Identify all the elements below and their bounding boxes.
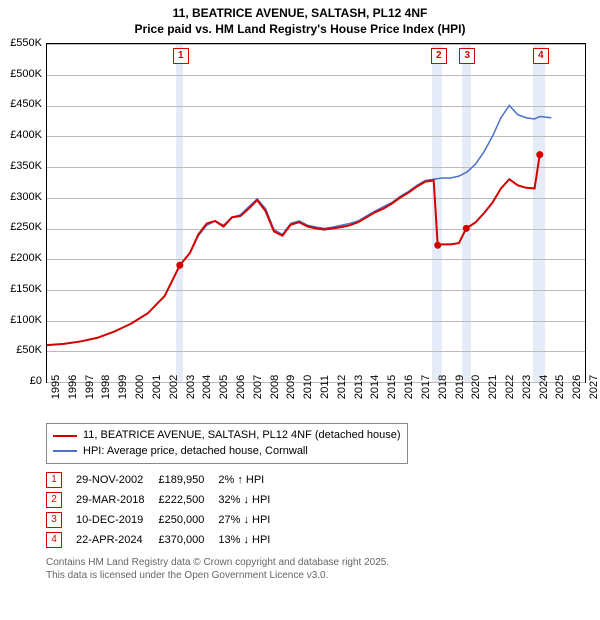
title-line2: Price paid vs. HM Land Registry's House … (0, 22, 600, 38)
legend-item: 11, BEATRICE AVENUE, SALTASH, PL12 4NF (… (53, 428, 401, 443)
events-table: 129-NOV-2002£189,9502% ↑ HPI229-MAR-2018… (46, 470, 284, 550)
event-row: 422-APR-2024£370,00013% ↓ HPI (46, 530, 284, 550)
event-row: 129-NOV-2002£189,9502% ↑ HPI (46, 470, 284, 490)
chart-plot-area: 1 23 4 (46, 43, 586, 383)
marker-3: 3 (459, 48, 475, 64)
chart-title: 11, BEATRICE AVENUE, SALTASH, PL12 4NF P… (0, 0, 600, 37)
legend-item: HPI: Average price, detached house, Corn… (53, 444, 401, 459)
event-row: 229-MAR-2018£222,50032% ↓ HPI (46, 490, 284, 510)
title-line1: 11, BEATRICE AVENUE, SALTASH, PL12 4NF (0, 6, 600, 22)
marker-4: 4 (533, 48, 549, 64)
footnote-line1: Contains HM Land Registry data © Crown c… (46, 556, 600, 569)
marker-2: 2 (431, 48, 447, 64)
legend: 11, BEATRICE AVENUE, SALTASH, PL12 4NF (… (46, 423, 408, 464)
marker-1: 1 (173, 48, 189, 64)
footnote-line2: This data is licensed under the Open Gov… (46, 569, 600, 582)
event-row: 310-DEC-2019£250,00027% ↓ HPI (46, 510, 284, 530)
footnote: Contains HM Land Registry data © Crown c… (46, 556, 600, 582)
